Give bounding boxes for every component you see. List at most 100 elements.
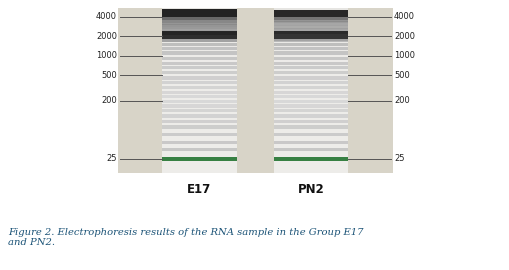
Bar xyxy=(162,73,237,74)
Bar xyxy=(273,51,347,52)
Bar xyxy=(162,96,237,97)
Bar xyxy=(273,31,347,33)
Bar xyxy=(162,27,237,31)
Bar xyxy=(162,66,237,67)
Bar xyxy=(162,90,237,94)
Bar xyxy=(273,46,347,48)
Bar xyxy=(162,170,237,172)
Bar xyxy=(162,102,237,103)
Bar xyxy=(162,20,237,22)
Bar xyxy=(162,31,237,33)
Bar xyxy=(162,157,237,158)
Bar xyxy=(273,93,347,94)
Bar xyxy=(162,125,237,126)
Bar xyxy=(273,31,347,41)
Bar xyxy=(162,53,237,55)
Bar xyxy=(273,100,347,103)
Bar xyxy=(273,133,347,136)
Bar xyxy=(162,11,237,12)
Bar xyxy=(162,31,237,42)
Bar xyxy=(162,133,237,134)
Bar xyxy=(273,106,347,107)
Bar xyxy=(273,30,347,31)
Bar xyxy=(273,51,347,55)
Bar xyxy=(273,121,347,122)
Bar xyxy=(162,25,237,29)
Bar xyxy=(162,122,237,123)
Bar xyxy=(273,94,347,96)
Bar xyxy=(162,92,237,93)
Bar xyxy=(273,66,347,69)
Bar xyxy=(273,104,347,108)
Text: 500: 500 xyxy=(393,70,409,79)
Bar xyxy=(273,139,347,140)
Bar xyxy=(162,146,237,147)
Bar xyxy=(162,89,237,90)
Bar xyxy=(273,132,347,133)
Bar xyxy=(162,157,237,161)
Bar xyxy=(273,128,347,129)
Bar xyxy=(273,126,347,128)
Bar xyxy=(162,134,237,136)
Bar xyxy=(162,33,237,34)
Bar xyxy=(273,89,347,90)
Bar xyxy=(162,100,237,102)
Bar xyxy=(273,148,347,151)
Bar xyxy=(162,44,237,45)
Bar xyxy=(273,78,347,79)
Bar xyxy=(273,158,347,159)
Bar xyxy=(162,78,237,79)
Bar xyxy=(273,38,347,40)
Bar xyxy=(273,97,347,99)
Bar xyxy=(162,104,237,108)
Bar xyxy=(162,100,237,103)
Bar xyxy=(273,115,347,117)
Text: 25: 25 xyxy=(393,154,404,163)
Text: Figure 2. Electrophoresis results of the RNA sample in the Group E17
and PN2.: Figure 2. Electrophoresis results of the… xyxy=(8,228,363,247)
Bar xyxy=(273,73,347,74)
Bar xyxy=(273,146,347,147)
Bar xyxy=(273,114,347,118)
Bar xyxy=(162,155,237,157)
Bar xyxy=(273,45,347,46)
Bar xyxy=(162,172,237,173)
Bar xyxy=(273,25,347,26)
Bar xyxy=(162,90,237,92)
Bar xyxy=(273,56,347,58)
Bar xyxy=(162,161,237,162)
Bar xyxy=(273,157,347,158)
Bar xyxy=(273,28,347,32)
Bar xyxy=(162,106,237,107)
Bar xyxy=(273,20,347,22)
Bar xyxy=(273,117,347,118)
Bar xyxy=(273,77,347,78)
Bar xyxy=(162,97,237,99)
Bar xyxy=(273,18,347,19)
Bar xyxy=(273,109,347,112)
Bar xyxy=(162,49,237,51)
Bar xyxy=(273,129,347,130)
Bar xyxy=(162,15,237,16)
Text: 200: 200 xyxy=(101,96,117,105)
Bar xyxy=(162,9,237,11)
Bar xyxy=(273,86,347,89)
Bar xyxy=(273,62,347,63)
Bar xyxy=(162,39,237,42)
Bar xyxy=(162,30,237,31)
Bar xyxy=(162,18,237,19)
Bar xyxy=(162,140,237,141)
Bar xyxy=(162,20,237,25)
Bar xyxy=(273,108,347,110)
Bar xyxy=(273,34,347,35)
Bar xyxy=(162,55,237,56)
Bar xyxy=(273,19,347,20)
Bar xyxy=(273,62,347,65)
Bar xyxy=(273,147,347,148)
Bar xyxy=(162,32,237,35)
Bar xyxy=(273,134,347,136)
Text: 2000: 2000 xyxy=(393,32,414,41)
Bar xyxy=(162,8,237,9)
Bar xyxy=(162,84,237,85)
Bar xyxy=(273,29,347,30)
Bar xyxy=(273,8,347,173)
